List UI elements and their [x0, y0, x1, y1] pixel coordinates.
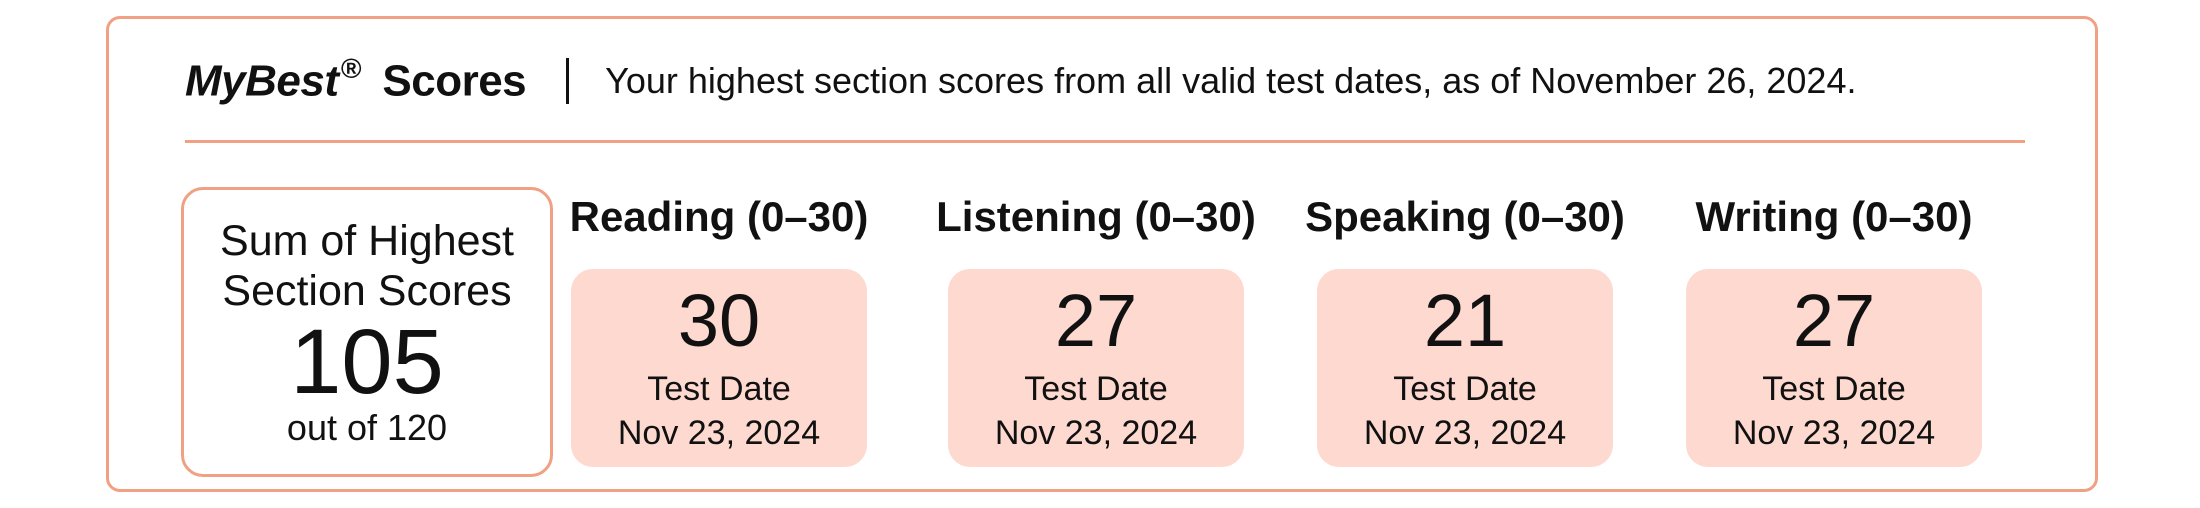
test-date: Nov 23, 2024: [994, 414, 1198, 452]
section-score-box: 21 Test Date Nov 23, 2024: [1317, 269, 1613, 467]
test-date: Nov 23, 2024: [1363, 414, 1567, 452]
section-reading: Reading (0–30) 30 Test Date Nov 23, 2024: [539, 187, 899, 467]
section-score-box: 30 Test Date Nov 23, 2024: [571, 269, 867, 467]
section-score: 21: [1423, 279, 1507, 362]
test-date-label: Test Date: [1762, 370, 1906, 408]
total-score-box: Sum of Highest Section Scores 105 out of…: [181, 187, 553, 477]
section-score: 27: [1054, 279, 1138, 362]
section-title: Listening (0–30): [936, 193, 1256, 240]
title-suffix: Scores: [382, 56, 527, 106]
test-date-label: Test Date: [1393, 370, 1537, 408]
total-score-value: 105: [290, 311, 444, 413]
header-separator: [566, 58, 570, 104]
header-divider: [185, 140, 2025, 143]
header-description: Your highest section scores from all val…: [605, 60, 1857, 101]
section-listening: Listening (0–30) 27 Test Date Nov 23, 20…: [916, 187, 1276, 467]
test-date: Nov 23, 2024: [1732, 414, 1936, 452]
section-writing: Writing (0–30) 27 Test Date Nov 23, 2024: [1654, 187, 2014, 467]
section-score-box: 27 Test Date Nov 23, 2024: [948, 269, 1244, 467]
section-title: Reading (0–30): [569, 193, 869, 240]
section-title: Speaking (0–30): [1305, 193, 1625, 240]
section-score-box: 27 Test Date Nov 23, 2024: [1686, 269, 1982, 467]
total-score-out-of: out of 120: [286, 407, 448, 448]
registered-mark: ®: [340, 53, 362, 85]
section-title: Writing (0–30): [1695, 193, 1973, 240]
section-score: 27: [1792, 279, 1876, 362]
section-score: 30: [677, 279, 761, 362]
mybest-scores-card: MyBest® Scores Your highest section scor…: [106, 16, 2098, 492]
total-label-line2: Section Scores: [222, 267, 512, 315]
test-date: Nov 23, 2024: [617, 414, 821, 452]
card-header: MyBest® Scores Your highest section scor…: [185, 53, 1856, 109]
section-speaking: Speaking (0–30) 21 Test Date Nov 23, 202…: [1285, 187, 1645, 467]
total-score-label: Sum of Highest Section Scores: [184, 216, 550, 316]
total-label-line1: Sum of Highest: [220, 217, 514, 265]
test-date-label: Test Date: [1024, 370, 1168, 408]
test-date-label: Test Date: [647, 370, 791, 408]
card-title: MyBest® Scores: [185, 53, 527, 107]
brand-name: MyBest: [185, 56, 339, 106]
